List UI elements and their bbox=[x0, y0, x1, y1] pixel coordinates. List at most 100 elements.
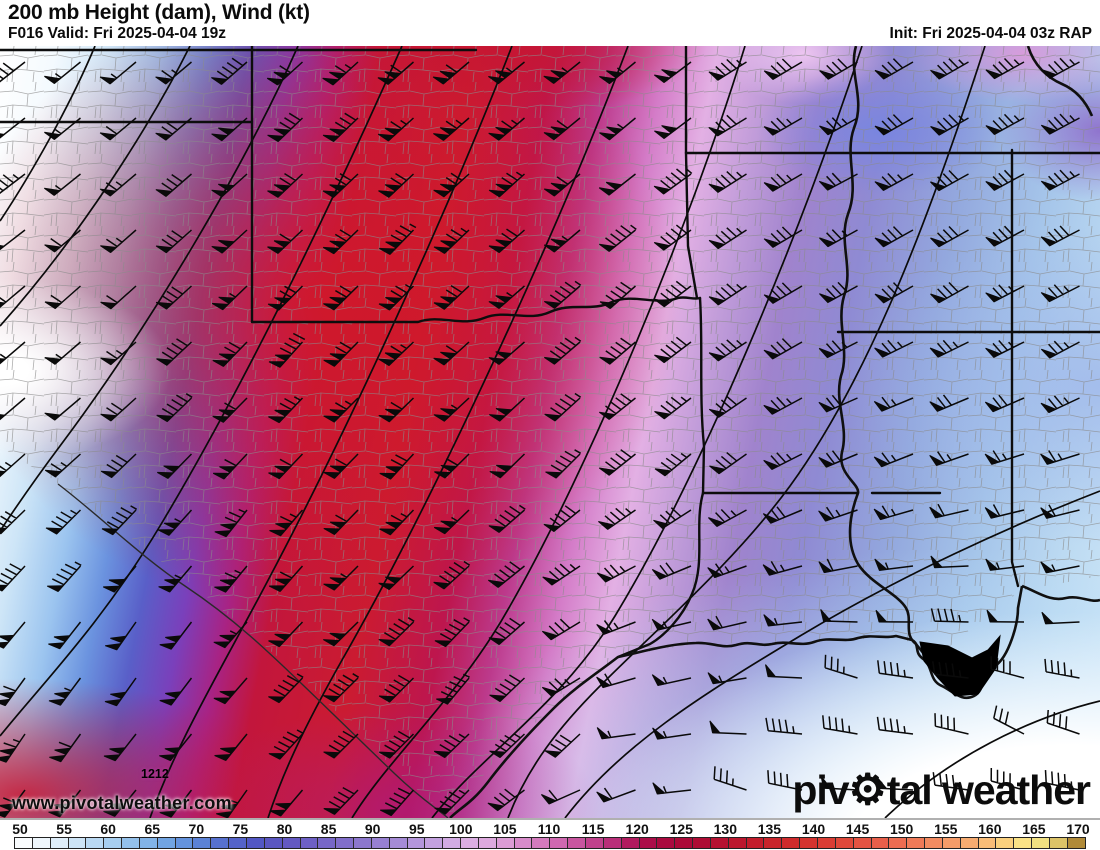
colorbar-cell bbox=[300, 838, 319, 848]
colorbar-cell bbox=[496, 838, 515, 848]
colorbar-tick: 165 bbox=[1022, 821, 1046, 837]
colorbar-tick: 95 bbox=[408, 821, 425, 837]
colorbar-tick: 90 bbox=[364, 821, 381, 837]
colorbar-cell bbox=[1067, 838, 1085, 848]
colorbar-cell bbox=[246, 838, 265, 848]
colorbar-tick: 125 bbox=[669, 821, 693, 837]
colorbar-cell bbox=[425, 838, 444, 848]
colorbar-tick: 150 bbox=[889, 821, 914, 837]
colorbar-cell bbox=[710, 838, 729, 848]
colorbar-cell bbox=[942, 838, 961, 848]
colorbar-cell bbox=[657, 838, 676, 848]
colorbar-cell bbox=[853, 838, 872, 848]
colorbar-cell bbox=[104, 838, 123, 848]
pivotal-weather-logo: piv⚙tal weather bbox=[792, 766, 1091, 815]
wind-barb-pennants bbox=[0, 69, 1058, 818]
colorbar-tick: 110 bbox=[537, 821, 561, 837]
colorbar-tick: 50 bbox=[12, 821, 28, 837]
colorbar-cell bbox=[925, 838, 943, 848]
state-borders bbox=[0, 46, 1100, 659]
northeast-river bbox=[1026, 46, 1094, 117]
colorbar-tick: 85 bbox=[320, 821, 337, 837]
colorbar-cell bbox=[139, 838, 158, 848]
page-title: 200 mb Height (dam), Wind (kt) bbox=[8, 1, 310, 24]
colorbar-tick: 145 bbox=[845, 821, 870, 837]
colorbar-cell bbox=[371, 838, 390, 848]
init-time-label: Init: Fri 2025-04-04 03z RAP bbox=[889, 25, 1092, 42]
colorbar-cell bbox=[478, 838, 497, 848]
colorbar-tick: 75 bbox=[232, 821, 249, 837]
colorbar-cell bbox=[1049, 838, 1068, 848]
logo-text-right: tal weather bbox=[886, 767, 1091, 814]
colorbar-cell bbox=[50, 838, 69, 848]
rio-grande-river bbox=[57, 483, 449, 818]
colorbar-cell bbox=[603, 838, 622, 848]
colorbar-tick: 100 bbox=[449, 821, 473, 837]
colorbar-cell bbox=[443, 838, 462, 848]
colorbar-cell bbox=[336, 838, 355, 848]
wind-barbs bbox=[0, 57, 1080, 818]
colorbar-tick: 60 bbox=[100, 821, 116, 837]
website-watermark: www.pivotalweather.com bbox=[12, 793, 232, 813]
colorbar-tick: 120 bbox=[625, 821, 649, 837]
colorbar-cell bbox=[586, 838, 604, 848]
colorbar-cell bbox=[86, 838, 105, 848]
mississippi-river bbox=[837, 46, 926, 655]
colorbar-cell bbox=[264, 838, 283, 848]
colorbar-cell bbox=[639, 838, 658, 848]
alabama-coastline bbox=[1021, 584, 1100, 602]
colorbar-tick: 105 bbox=[493, 821, 517, 837]
colorbar-cell bbox=[835, 838, 854, 848]
colorbar-cell bbox=[764, 838, 783, 848]
colorbar-cell bbox=[532, 838, 551, 848]
colorbar-cell bbox=[122, 838, 140, 848]
colorbar-cell bbox=[568, 838, 586, 848]
colorbar-cell bbox=[907, 838, 926, 848]
colorbar-cell bbox=[157, 838, 176, 848]
mississippi-delta bbox=[919, 634, 1001, 697]
colorbar-tick: 65 bbox=[144, 821, 161, 837]
map-overlay-graphics bbox=[0, 46, 1100, 818]
colorbar-cell bbox=[621, 838, 640, 848]
colorbar-cell bbox=[728, 838, 747, 848]
colorbar-cell bbox=[782, 838, 801, 848]
colorbar-tick: 115 bbox=[581, 821, 605, 837]
colorbar-cell bbox=[693, 838, 711, 848]
colorbar-legend: 50 55 60 65 70 75 80 85 90 95 100 105 110 115 120 125 13… bbox=[0, 818, 1100, 850]
texas-coastline bbox=[449, 655, 619, 818]
colorbar-cell bbox=[32, 838, 51, 848]
colorbar-cell bbox=[675, 838, 694, 848]
colorbar-tick: 55 bbox=[56, 821, 72, 837]
colorbar-cell bbox=[746, 838, 765, 848]
colorbar-tick: 140 bbox=[801, 821, 826, 837]
header: 200 mb Height (dam), Wind (kt) F016 Vali… bbox=[0, 0, 1100, 46]
height-contour-label: 1212 bbox=[141, 767, 169, 781]
valid-time-label: F016 Valid: Fri 2025-04-04 19z bbox=[8, 25, 226, 42]
logo-text-left: piv bbox=[792, 767, 849, 814]
colorbar-cell bbox=[800, 838, 818, 848]
colorbar-cell bbox=[461, 838, 479, 848]
colorbar-cell bbox=[871, 838, 890, 848]
colorbar-cell bbox=[1014, 838, 1033, 848]
colorbar-cell bbox=[550, 838, 569, 848]
colorbar-cell bbox=[68, 838, 87, 848]
forecast-map: 1212 www.pivotalweather.com piv⚙tal weat… bbox=[0, 46, 1100, 818]
colorbar-cell bbox=[175, 838, 194, 848]
colorbar-cell bbox=[282, 838, 301, 848]
colorbar-cell bbox=[389, 838, 408, 848]
colorbar-tick: 70 bbox=[188, 821, 205, 837]
colorbar-cell bbox=[211, 838, 230, 848]
colorbar-cell bbox=[889, 838, 908, 848]
colorbar-cell bbox=[318, 838, 337, 848]
colorbar-gradient bbox=[14, 837, 1086, 849]
colorbar-cell bbox=[193, 838, 212, 848]
colorbar-tick: 135 bbox=[757, 821, 782, 837]
colorbar-cell bbox=[407, 838, 426, 848]
colorbar-tick: 80 bbox=[276, 821, 293, 837]
colorbar-cell bbox=[960, 838, 979, 848]
colorbar-cell bbox=[978, 838, 997, 848]
colorbar-tick: 160 bbox=[978, 821, 1002, 837]
rivers-and-coastline bbox=[57, 46, 1100, 818]
gear-icon: ⚙ bbox=[848, 766, 887, 815]
